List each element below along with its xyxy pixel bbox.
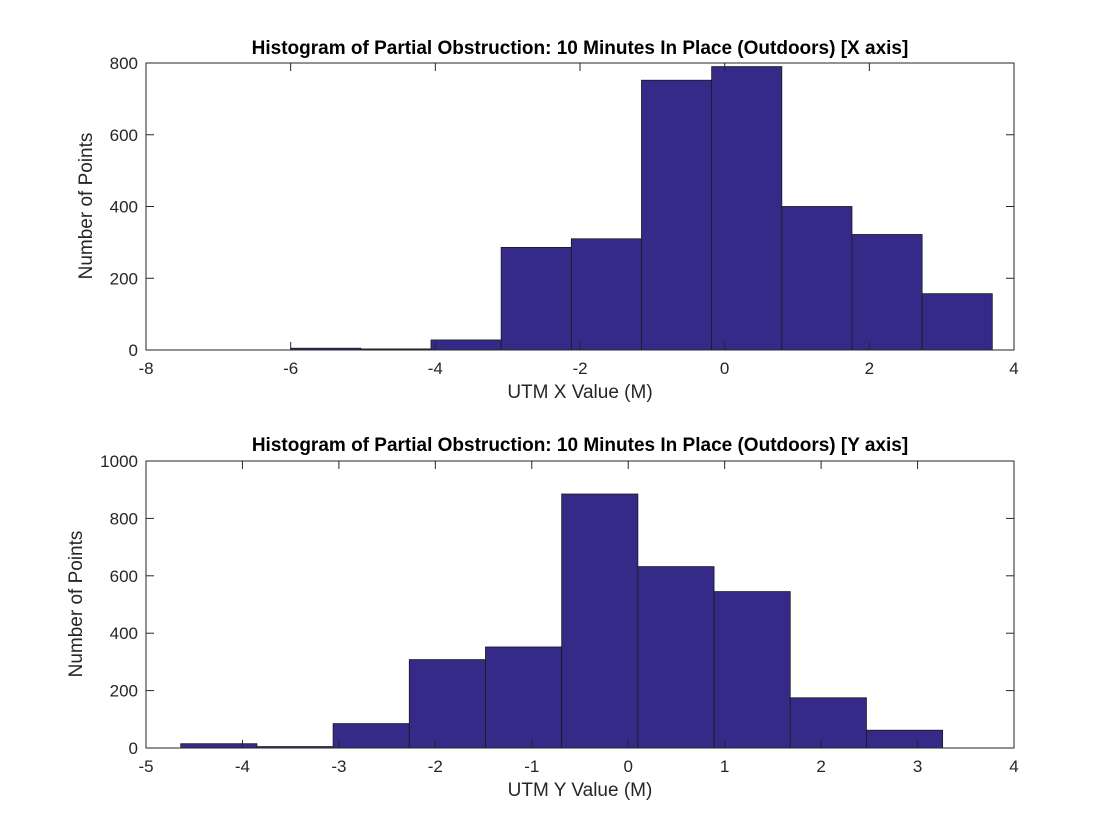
plot-frame [145, 460, 1015, 749]
x-tick-label: 3 [913, 757, 922, 776]
y-tick-label: 800 [110, 54, 138, 73]
x-tick-label: 1 [720, 757, 729, 776]
x-tick-label: -6 [283, 359, 298, 378]
histogram-bar [332, 723, 410, 749]
bars-group [180, 493, 944, 749]
x-tick-label: 0 [623, 757, 632, 776]
histogram-bar [637, 566, 715, 749]
x-tick-label: -4 [235, 757, 250, 776]
y-axis-label: Number of Points [66, 531, 87, 678]
x-tick-label: 2 [816, 757, 825, 776]
histogram-bar [851, 234, 923, 351]
y-tick-label: 200 [110, 269, 138, 288]
y-ticks-group: 0 200 400 600 800 [110, 54, 1014, 360]
histogram-bar [711, 66, 783, 351]
x-tick-label: 0 [720, 359, 729, 378]
x-axis-label: UTM Y Value (M) [508, 780, 653, 801]
x-tick-label: -1 [524, 757, 539, 776]
y-tick-label: 1000 [100, 452, 138, 471]
histogram-bar [789, 697, 867, 749]
x-ticks-group: -5 -4 -3 -2 -1 0 1 2 3 4 [138, 461, 1019, 776]
x-tick-label: -2 [572, 359, 587, 378]
bars-group [290, 66, 993, 351]
x-tick-label: -3 [331, 757, 346, 776]
histogram-bar [781, 206, 853, 351]
x-tick-label: 4 [1009, 359, 1018, 378]
x-tick-label: -8 [138, 359, 153, 378]
histogram-bar [866, 729, 944, 749]
histogram-bar [408, 659, 486, 749]
chart-title: Histogram of Partial Obstruction: 10 Min… [252, 435, 908, 456]
y-tick-label: 200 [110, 682, 138, 701]
y-tick-label: 600 [110, 567, 138, 586]
histogram-bar [500, 246, 572, 351]
y-ticks-group: 0 200 400 600 800 1000 [100, 452, 1014, 758]
chart-title: Histogram of Partial Obstruction: 10 Min… [252, 38, 909, 59]
x-tick-label: 2 [865, 359, 874, 378]
histogram-bar [485, 646, 563, 749]
histogram-bar [561, 493, 639, 749]
histogram-x-axis-chart: Histogram of Partial Obstruction: 10 Min… [76, 38, 1019, 403]
x-tick-label: -2 [428, 757, 443, 776]
histogram-bar [430, 339, 502, 351]
y-axis-label: Number of Points [76, 133, 97, 280]
y-tick-label: 400 [110, 624, 138, 643]
histogram-bar [570, 238, 642, 351]
histogram-bar [921, 293, 993, 351]
x-tick-label: 4 [1009, 757, 1018, 776]
y-tick-label: 400 [110, 198, 138, 217]
x-ticks-group: -8 -6 -4 -2 0 2 4 [138, 63, 1019, 378]
y-tick-label: 0 [129, 341, 138, 360]
y-tick-label: 0 [129, 739, 138, 758]
x-axis-label: UTM X Value (M) [507, 382, 652, 403]
x-tick-label: -4 [428, 359, 443, 378]
x-tick-label: -5 [138, 757, 153, 776]
histogram-bar [180, 743, 258, 749]
y-tick-label: 800 [110, 509, 138, 528]
histogram-bar [713, 591, 791, 749]
histogram-bar [641, 79, 713, 351]
histogram-y-axis-chart: Histogram of Partial Obstruction: 10 Min… [66, 435, 1019, 801]
y-tick-label: 600 [110, 126, 138, 145]
